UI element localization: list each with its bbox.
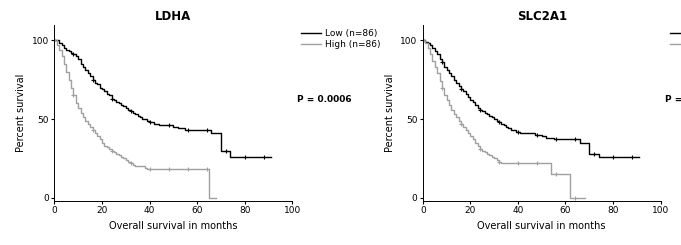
Legend: Low (n=86), High (n=86): Low (n=86), High (n=86) [670, 29, 681, 49]
Low (n=86) [224, 149, 232, 152]
High (n=86) [62, 70, 70, 73]
Low (n=86) [590, 152, 598, 155]
Low (n=86) [50, 39, 59, 42]
Low (n=86) [578, 141, 586, 144]
Low (n=86) [226, 155, 234, 158]
Title: SLC2A1: SLC2A1 [517, 10, 567, 23]
High (n=86) [430, 66, 439, 69]
Title: LDHA: LDHA [155, 10, 191, 23]
Low (n=86) [219, 149, 227, 152]
High (n=86) [205, 196, 213, 199]
High (n=86) [419, 39, 427, 42]
Low (n=86) [588, 152, 596, 155]
Low (n=86) [234, 155, 242, 158]
Text: P = 0.0291: P = 0.0291 [665, 95, 681, 104]
X-axis label: Overall survival in months: Overall survival in months [477, 221, 606, 231]
High (n=86) [511, 162, 520, 165]
Text: P = 0.0006: P = 0.0006 [297, 95, 351, 104]
Low (n=86) [592, 152, 601, 155]
Low (n=86) [221, 149, 229, 152]
High (n=86) [210, 196, 218, 199]
Line: High (n=86): High (n=86) [423, 40, 584, 198]
High (n=86) [50, 39, 59, 42]
High (n=86) [143, 168, 151, 171]
Legend: Low (n=86), High (n=86): Low (n=86), High (n=86) [302, 29, 381, 49]
High (n=86) [473, 144, 481, 147]
High (n=86) [212, 196, 220, 199]
High (n=86) [105, 147, 113, 150]
Low (n=86) [210, 132, 218, 135]
Line: Low (n=86): Low (n=86) [54, 40, 271, 157]
High (n=86) [578, 196, 586, 199]
Low (n=86) [602, 155, 610, 158]
High (n=86) [580, 196, 588, 199]
Low (n=86) [547, 136, 555, 139]
High (n=86) [471, 141, 479, 144]
High (n=86) [449, 113, 458, 116]
Low (n=86) [635, 155, 644, 158]
Line: High (n=86): High (n=86) [54, 40, 216, 198]
Low (n=86) [595, 155, 603, 158]
Low (n=86) [267, 155, 275, 158]
X-axis label: Overall survival in months: Overall survival in months [109, 221, 238, 231]
High (n=86) [103, 146, 111, 149]
Line: Low (n=86): Low (n=86) [423, 40, 639, 157]
Low (n=86) [178, 127, 187, 130]
High (n=86) [81, 119, 89, 122]
Y-axis label: Percent survival: Percent survival [385, 74, 394, 152]
Low (n=86) [419, 39, 427, 42]
Y-axis label: Percent survival: Percent survival [16, 74, 26, 152]
High (n=86) [566, 196, 574, 199]
